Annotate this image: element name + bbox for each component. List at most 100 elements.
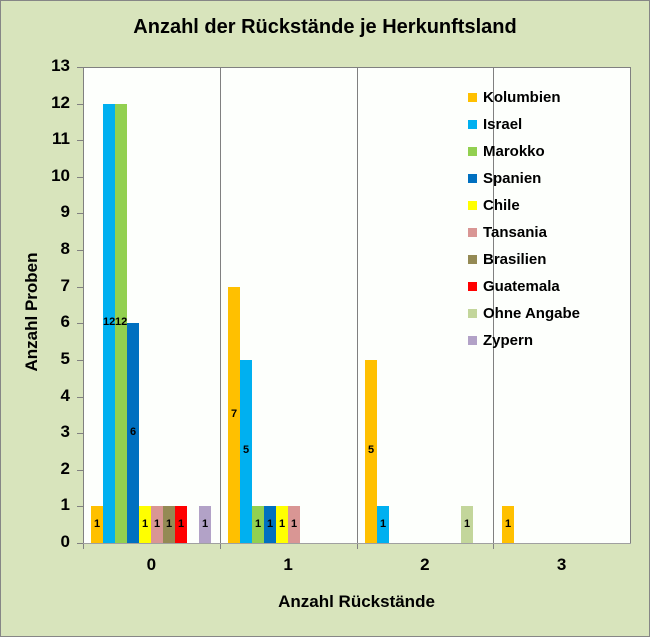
legend-item: Chile — [468, 192, 580, 219]
y-tick — [77, 103, 83, 105]
y-tick-label: 11 — [52, 129, 70, 149]
bar-brasilien — [163, 506, 175, 543]
bar-spanien — [264, 506, 276, 543]
category-separator — [220, 67, 221, 549]
bar-value-label: 7 — [230, 407, 238, 420]
y-tick-label: 0 — [60, 532, 70, 551]
bar-value-label: 1 — [379, 517, 387, 530]
y-tick — [77, 433, 83, 435]
bar-israel — [103, 103, 115, 543]
bar-value-label: 1 — [504, 517, 512, 530]
bar-value-label: 1 — [165, 517, 173, 530]
legend-item: Israel — [468, 111, 580, 138]
legend-label: Israel — [483, 116, 523, 133]
bar-value-label: 12 — [115, 316, 128, 329]
bar-value-label: 1 — [201, 517, 209, 530]
legend-label: Zypern — [483, 332, 534, 349]
y-tick-label: 12 — [51, 92, 70, 112]
y-tick — [77, 67, 83, 68]
y-tick — [77, 176, 83, 178]
bar-value-label: 1 — [141, 517, 149, 530]
bar-spanien — [127, 323, 139, 543]
legend-swatch-icon — [468, 255, 477, 264]
legend-swatch-icon — [468, 93, 477, 102]
bar-ohne-angabe — [461, 506, 473, 543]
bar-value-label: 1 — [177, 517, 185, 530]
y-tick — [77, 213, 83, 215]
category-separator — [493, 67, 494, 549]
x-tick-label: 0 — [146, 555, 157, 574]
bar-kolumbien — [502, 506, 514, 543]
bar-value-label: 6 — [129, 426, 137, 439]
legend-item: Tansania — [468, 219, 580, 246]
bar-value-label: 5 — [242, 444, 250, 457]
y-tick — [77, 506, 83, 508]
legend-swatch-icon — [468, 174, 477, 183]
y-tick-label: 7 — [60, 275, 70, 295]
legend-swatch-icon — [468, 336, 477, 345]
bar-marokko — [252, 506, 264, 543]
y-tick — [77, 359, 83, 361]
bar-value-label: 5 — [367, 444, 375, 457]
x-tick-label: 3 — [556, 555, 567, 574]
y-tick-label: 8 — [60, 239, 70, 259]
bar-value-label: 1 — [254, 517, 262, 530]
bar-kolumbien — [365, 359, 377, 543]
bar-chile — [276, 506, 288, 543]
y-tick — [77, 396, 83, 398]
y-tick — [77, 250, 83, 252]
legend-swatch-icon — [468, 282, 477, 291]
bar-marokko — [115, 103, 127, 543]
legend-item: Zypern — [468, 327, 580, 354]
bar-zypern — [199, 506, 211, 543]
bar-kolumbien — [228, 286, 240, 543]
y-tick-label: 3 — [60, 422, 70, 442]
bar-value-label: 1 — [153, 517, 161, 530]
bar-tansania — [151, 506, 163, 543]
bar-israel — [377, 506, 389, 543]
chart-title: Anzahl der Rückstände je Herkunftsland — [133, 16, 517, 38]
y-tick-label: 6 — [60, 312, 70, 332]
category-separator — [357, 67, 358, 549]
x-tick-label: 1 — [283, 555, 293, 574]
y-tick — [77, 543, 83, 544]
bar-israel — [240, 359, 252, 543]
legend-swatch-icon — [468, 147, 477, 156]
y-tick — [77, 140, 83, 142]
x-tick-label: 2 — [420, 555, 430, 574]
legend-item: Brasilien — [468, 246, 580, 273]
x-axis-title: Anzahl Rückstände — [278, 592, 435, 611]
bar-guatemala — [175, 506, 187, 543]
y-tick — [77, 286, 83, 288]
y-tick — [77, 323, 83, 325]
legend-label: Kolumbien — [483, 89, 561, 106]
legend-label: Brasilien — [483, 251, 547, 268]
legend-label: Guatemala — [483, 278, 560, 295]
legend: Kolumbien Israel Marokko Spanien Chile Tansan… — [468, 84, 580, 354]
legend-item: Marokko — [468, 138, 580, 165]
legend-label: Tansania — [483, 224, 547, 241]
legend-swatch-icon — [468, 201, 477, 210]
legend-item: Spanien — [468, 165, 580, 192]
y-tick-label: 1 — [60, 495, 70, 515]
bar-value-label: 1 — [93, 517, 101, 530]
y-tick-label: 10 — [51, 165, 70, 185]
y-tick-label: 5 — [60, 348, 70, 368]
y-tick-label: 2 — [60, 458, 70, 478]
y-axis — [83, 67, 84, 549]
legend-item: Guatemala — [468, 273, 580, 300]
legend-item: Kolumbien — [468, 84, 580, 111]
bar-kolumbien — [91, 506, 103, 543]
legend-swatch-icon — [468, 120, 477, 129]
bar-value-label: 1 — [278, 517, 286, 530]
legend-swatch-icon — [468, 309, 477, 318]
bar-value-label: 1 — [463, 517, 471, 530]
legend-label: Chile — [483, 197, 520, 214]
bar-value-label: 1 — [266, 517, 274, 530]
y-axis-title: Anzahl Proben — [22, 252, 41, 372]
y-tick — [77, 469, 83, 471]
legend-label: Ohne Angabe — [483, 305, 580, 322]
y-tick-label: 4 — [60, 385, 70, 405]
legend-item: Ohne Angabe — [468, 300, 580, 327]
y-tick-label: 9 — [60, 202, 70, 222]
